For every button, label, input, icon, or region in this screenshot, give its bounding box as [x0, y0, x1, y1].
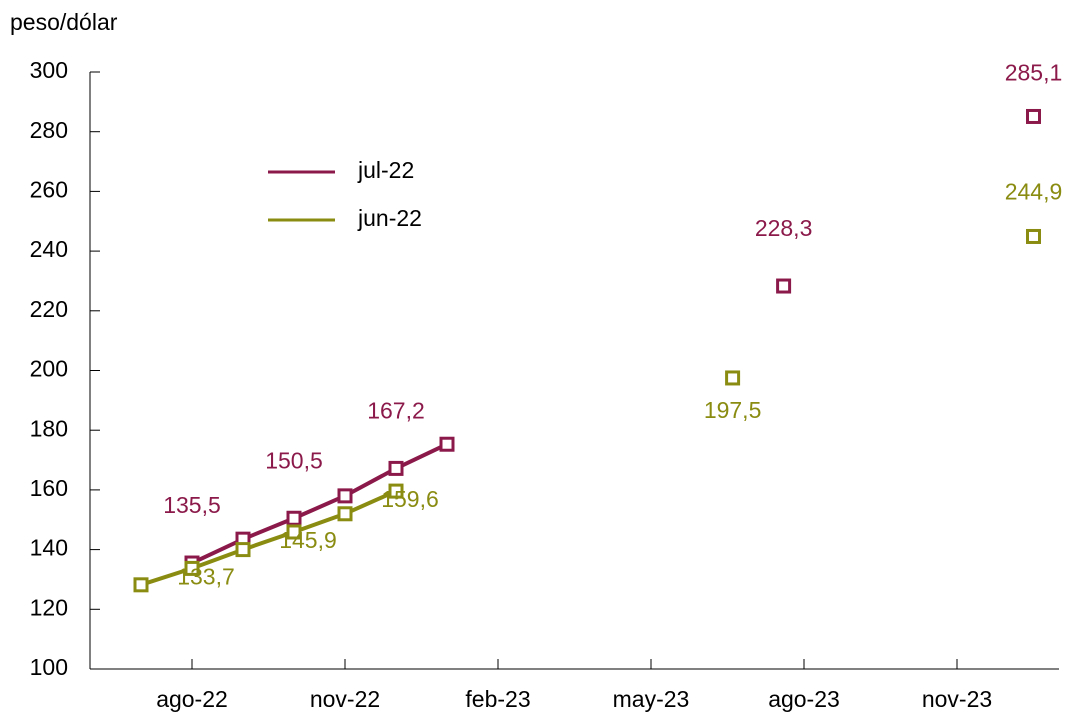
marker	[776, 278, 792, 294]
chart-subtitle: peso/dólar	[10, 9, 118, 35]
data-label: 197,5	[704, 397, 762, 423]
y-tick-label: 180	[30, 415, 68, 441]
series-line	[191, 442, 448, 565]
x-tick-label: feb-23	[465, 686, 530, 712]
legend-label: jun-22	[357, 205, 422, 231]
marker	[1026, 108, 1041, 124]
marker	[388, 483, 404, 499]
x-tick-label: may-23	[613, 686, 690, 712]
marker	[133, 577, 149, 593]
x-tick-label: ago-22	[156, 686, 228, 712]
marker	[286, 510, 302, 526]
y-tick-label: 200	[30, 356, 68, 382]
x-tick-label: nov-23	[922, 686, 992, 712]
y-tick-label: 100	[30, 654, 68, 680]
y-tick-label: 260	[30, 176, 68, 202]
data-label: 159,6	[381, 486, 439, 512]
marker	[1026, 228, 1041, 244]
y-tick-label: 240	[30, 236, 68, 262]
y-tick-label: 300	[30, 57, 68, 83]
marker	[184, 560, 200, 576]
y-tick-label: 220	[30, 296, 68, 322]
y-tick-label: 140	[30, 535, 68, 561]
data-label: 145,9	[279, 527, 337, 553]
data-label: 150,5	[265, 447, 323, 473]
marker	[337, 488, 353, 504]
data-label: 285,1	[1005, 60, 1063, 86]
marker	[337, 506, 353, 522]
marker	[286, 524, 302, 540]
y-tick-label: 160	[30, 475, 68, 501]
marker	[439, 436, 455, 452]
marker	[725, 370, 741, 386]
series-line	[140, 489, 397, 587]
data-label: 135,5	[163, 492, 221, 518]
legend-label: jul-22	[357, 157, 414, 183]
x-tick-label: nov-22	[310, 686, 380, 712]
marker	[388, 460, 404, 476]
marker	[235, 542, 251, 558]
data-label: 244,9	[1005, 179, 1063, 205]
x-tick-label: ago-23	[768, 686, 840, 712]
y-tick-label: 280	[30, 117, 68, 143]
data-label: 167,2	[367, 397, 425, 423]
data-label: 228,3	[755, 215, 813, 241]
data-label: 133,7	[177, 563, 235, 589]
y-tick-label: 120	[30, 594, 68, 620]
